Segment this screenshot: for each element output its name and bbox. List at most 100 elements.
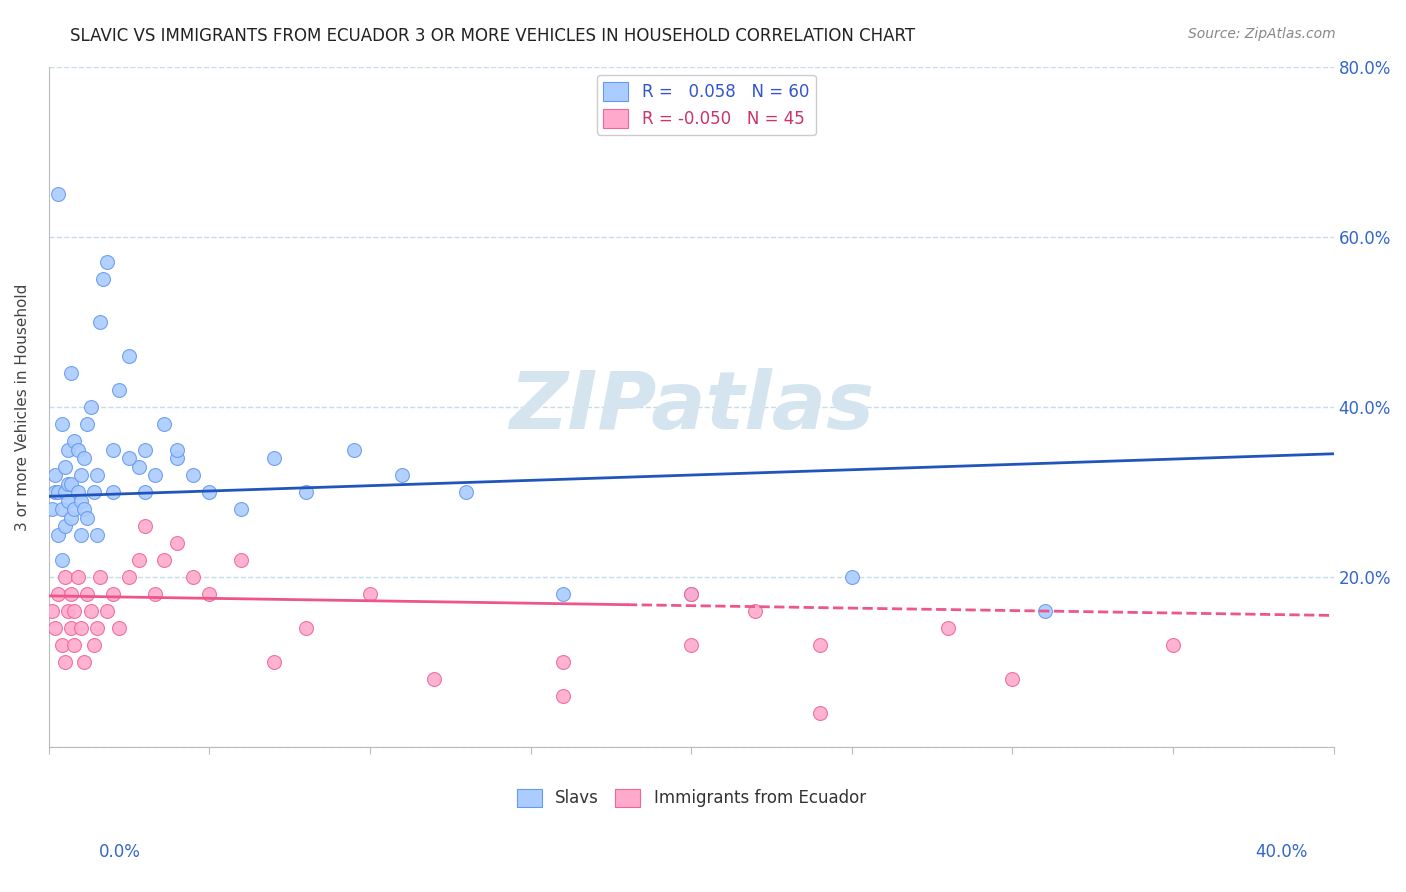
Point [128,553,150,567]
Text: Source: ZipAtlas.com: Source: ZipAtlas.com [1188,27,1336,41]
Point [143,468,166,483]
Point [83,638,105,652]
Point [93,272,115,286]
Text: 0.0%: 0.0% [98,843,141,861]
Point [551,690,574,704]
Point [231,502,253,516]
Point [153,417,176,431]
Point [70,468,93,483]
Point [841,570,863,584]
Point [134,485,156,500]
Point [51,417,73,431]
Point [181,468,204,483]
Point [56,493,79,508]
Point [181,570,204,584]
Point [681,638,703,652]
Point [128,459,150,474]
Point [60,510,83,524]
Point [134,519,156,533]
Point [48,587,70,601]
Point [51,553,73,567]
Point [53,655,76,669]
Point [343,442,366,457]
Point [263,450,285,465]
Point [744,604,766,618]
Point [76,510,98,524]
Point [681,587,703,601]
Point [70,621,93,635]
Point [198,485,221,500]
Point [53,485,76,500]
Point [86,468,108,483]
Text: SLAVIC VS IMMIGRANTS FROM ECUADOR 3 OR MORE VEHICLES IN HOUSEHOLD CORRELATION CH: SLAVIC VS IMMIGRANTS FROM ECUADOR 3 OR M… [70,27,915,45]
Point [1161,638,1184,652]
Point [60,476,83,491]
Point [76,417,98,431]
Point [56,442,79,457]
Point [166,536,188,550]
Point [118,349,141,363]
Point [60,366,83,380]
Point [263,655,285,669]
Point [551,587,574,601]
Point [79,400,101,414]
Point [423,673,446,687]
Point [808,638,831,652]
Point [60,621,83,635]
Point [166,450,188,465]
Point [166,442,188,457]
Point [66,442,89,457]
Point [96,604,118,618]
Point [53,570,76,584]
Point [86,621,108,635]
Point [198,587,221,601]
Point [101,485,124,500]
Point [53,459,76,474]
Point [108,383,131,397]
Point [681,587,703,601]
Point [808,706,831,721]
Point [66,485,89,500]
Point [79,604,101,618]
Point [89,570,111,584]
Point [56,476,79,491]
Point [153,553,176,567]
Point [60,587,83,601]
Point [44,468,66,483]
Point [66,570,89,584]
Point [63,604,86,618]
Point [359,587,381,601]
Point [83,485,105,500]
Point [48,527,70,541]
Point [231,553,253,567]
Y-axis label: 3 or more Vehicles in Household: 3 or more Vehicles in Household [15,284,30,531]
Point [456,485,478,500]
Point [936,621,959,635]
Point [63,502,86,516]
Point [63,638,86,652]
Point [294,621,316,635]
Text: ZIPatlas: ZIPatlas [509,368,873,446]
Point [70,493,93,508]
Point [143,587,166,601]
Point [391,468,413,483]
Point [44,485,66,500]
Point [1033,604,1056,618]
Point [48,187,70,202]
Point [63,434,86,448]
Point [76,587,98,601]
Point [41,604,63,618]
Point [101,442,124,457]
Point [86,527,108,541]
Legend: Slavs, Immigrants from Ecuador: Slavs, Immigrants from Ecuador [510,782,873,814]
Point [118,570,141,584]
Point [70,527,93,541]
Point [73,655,96,669]
Point [56,604,79,618]
Point [51,638,73,652]
Point [118,450,141,465]
Point [53,519,76,533]
Point [89,315,111,329]
Point [44,621,66,635]
Point [294,485,316,500]
